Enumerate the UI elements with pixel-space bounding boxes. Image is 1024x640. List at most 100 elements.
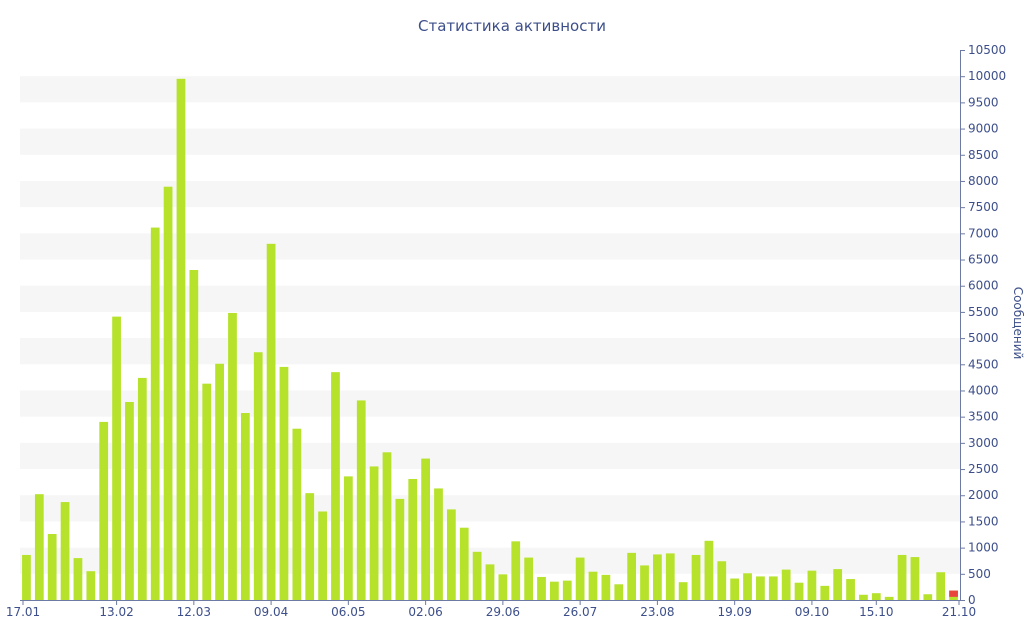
bar: [434, 488, 443, 600]
bar: [176, 78, 186, 601]
bar: [653, 554, 662, 600]
bar: [550, 581, 559, 600]
bar: [240, 413, 250, 600]
bar: [60, 502, 70, 600]
x-axis-ticks: 17.01 13.02 12.03 09.04 06.05 02.06 29.06 26.07…: [6, 600, 976, 619]
bar: [897, 554, 907, 600]
bar: [640, 565, 649, 600]
y-tick-label: 9500: [968, 95, 999, 109]
x-tick-label: 29.06: [486, 605, 520, 619]
x-tick-label: 15.10: [859, 605, 893, 619]
bar: [112, 316, 121, 600]
x-tick-label: 02.06: [408, 605, 442, 619]
bar: [472, 551, 482, 600]
bar: [86, 571, 96, 600]
y-tick-label: 3000: [968, 436, 999, 450]
grid-band: [20, 390, 960, 417]
bar: [768, 576, 778, 600]
bar: [369, 466, 379, 600]
bar: [524, 557, 534, 600]
bar: [408, 479, 418, 600]
bar: [588, 571, 598, 600]
bar: [936, 572, 946, 600]
bar: [343, 476, 353, 600]
bar: [446, 509, 456, 600]
grid-band: [20, 285, 960, 312]
bar: [485, 564, 495, 600]
x-tick-label: 12.03: [177, 605, 211, 619]
bar: [910, 557, 920, 600]
bar: [73, 558, 83, 600]
bar: [279, 366, 289, 600]
x-tick-label: 09.10: [795, 605, 829, 619]
bar: [781, 569, 791, 600]
bar: [601, 574, 611, 600]
grid-bands: [20, 76, 960, 574]
y-tick-label: 1000: [968, 541, 999, 555]
x-tick-label: 09.04: [254, 605, 288, 619]
bar: [22, 554, 31, 600]
bar: [794, 582, 804, 600]
bar: [627, 552, 637, 600]
y-tick-label: 2500: [968, 462, 999, 476]
y-tick-label: 5000: [968, 331, 999, 345]
x-tick-label: 19.09: [717, 605, 751, 619]
y-tick-label: 1500: [968, 514, 999, 528]
bar: [562, 580, 572, 600]
bar: [137, 377, 147, 600]
bar: [704, 540, 714, 600]
y-tick-label: 6500: [968, 253, 999, 267]
bar: [253, 352, 263, 600]
bar: [691, 554, 701, 600]
bar: [421, 458, 430, 600]
y-tick-label: 9000: [968, 122, 999, 136]
grid-band: [20, 495, 960, 522]
bar: [305, 493, 315, 600]
bar: [189, 270, 199, 600]
y-tick-label: 2000: [968, 488, 999, 502]
y-tick-label: 6000: [968, 279, 999, 293]
bar: [833, 569, 843, 600]
grid-band: [20, 128, 960, 155]
bar: [665, 553, 675, 600]
bar: [820, 585, 830, 600]
chart-title: Статистика активности: [418, 17, 606, 35]
grid-band: [20, 180, 960, 208]
bar: [318, 511, 327, 600]
bar: [871, 593, 881, 600]
bar: [511, 541, 521, 600]
y-tick-label: 5500: [968, 305, 999, 319]
bar: [150, 227, 160, 601]
y-tick-label: 10500: [968, 43, 1006, 57]
bar: [859, 594, 868, 600]
x-tick-label: 13.02: [99, 605, 133, 619]
bar: [575, 557, 585, 600]
bar-highlight: [949, 590, 958, 597]
bar: [756, 576, 765, 600]
y-tick-label: 8500: [968, 148, 999, 162]
bar: [125, 402, 134, 600]
grid-band: [20, 76, 960, 103]
bar: [730, 578, 740, 600]
grid-band: [20, 233, 960, 260]
bar: [498, 574, 508, 600]
bar: [163, 186, 173, 600]
bar: [807, 570, 817, 600]
bar: [34, 494, 44, 600]
y-tick-label: 8000: [968, 174, 999, 188]
bar: [923, 594, 933, 600]
bar: [99, 421, 109, 600]
x-tick-label: 06.05: [331, 605, 365, 619]
bar: [292, 428, 302, 600]
bar: [228, 312, 237, 600]
y-axis-ticks: 0 500 1000 1500 2000 2500 3000 3500 4000 4500 5000…: [960, 43, 1006, 607]
grid-band: [20, 338, 960, 365]
y-tick-label: 0: [968, 593, 976, 607]
x-tick-label: 21.10: [942, 605, 976, 619]
bar-series: [22, 78, 958, 601]
bar: [331, 372, 340, 600]
x-tick-label: 23.08: [640, 605, 674, 619]
x-tick-label: 17.01: [6, 605, 40, 619]
